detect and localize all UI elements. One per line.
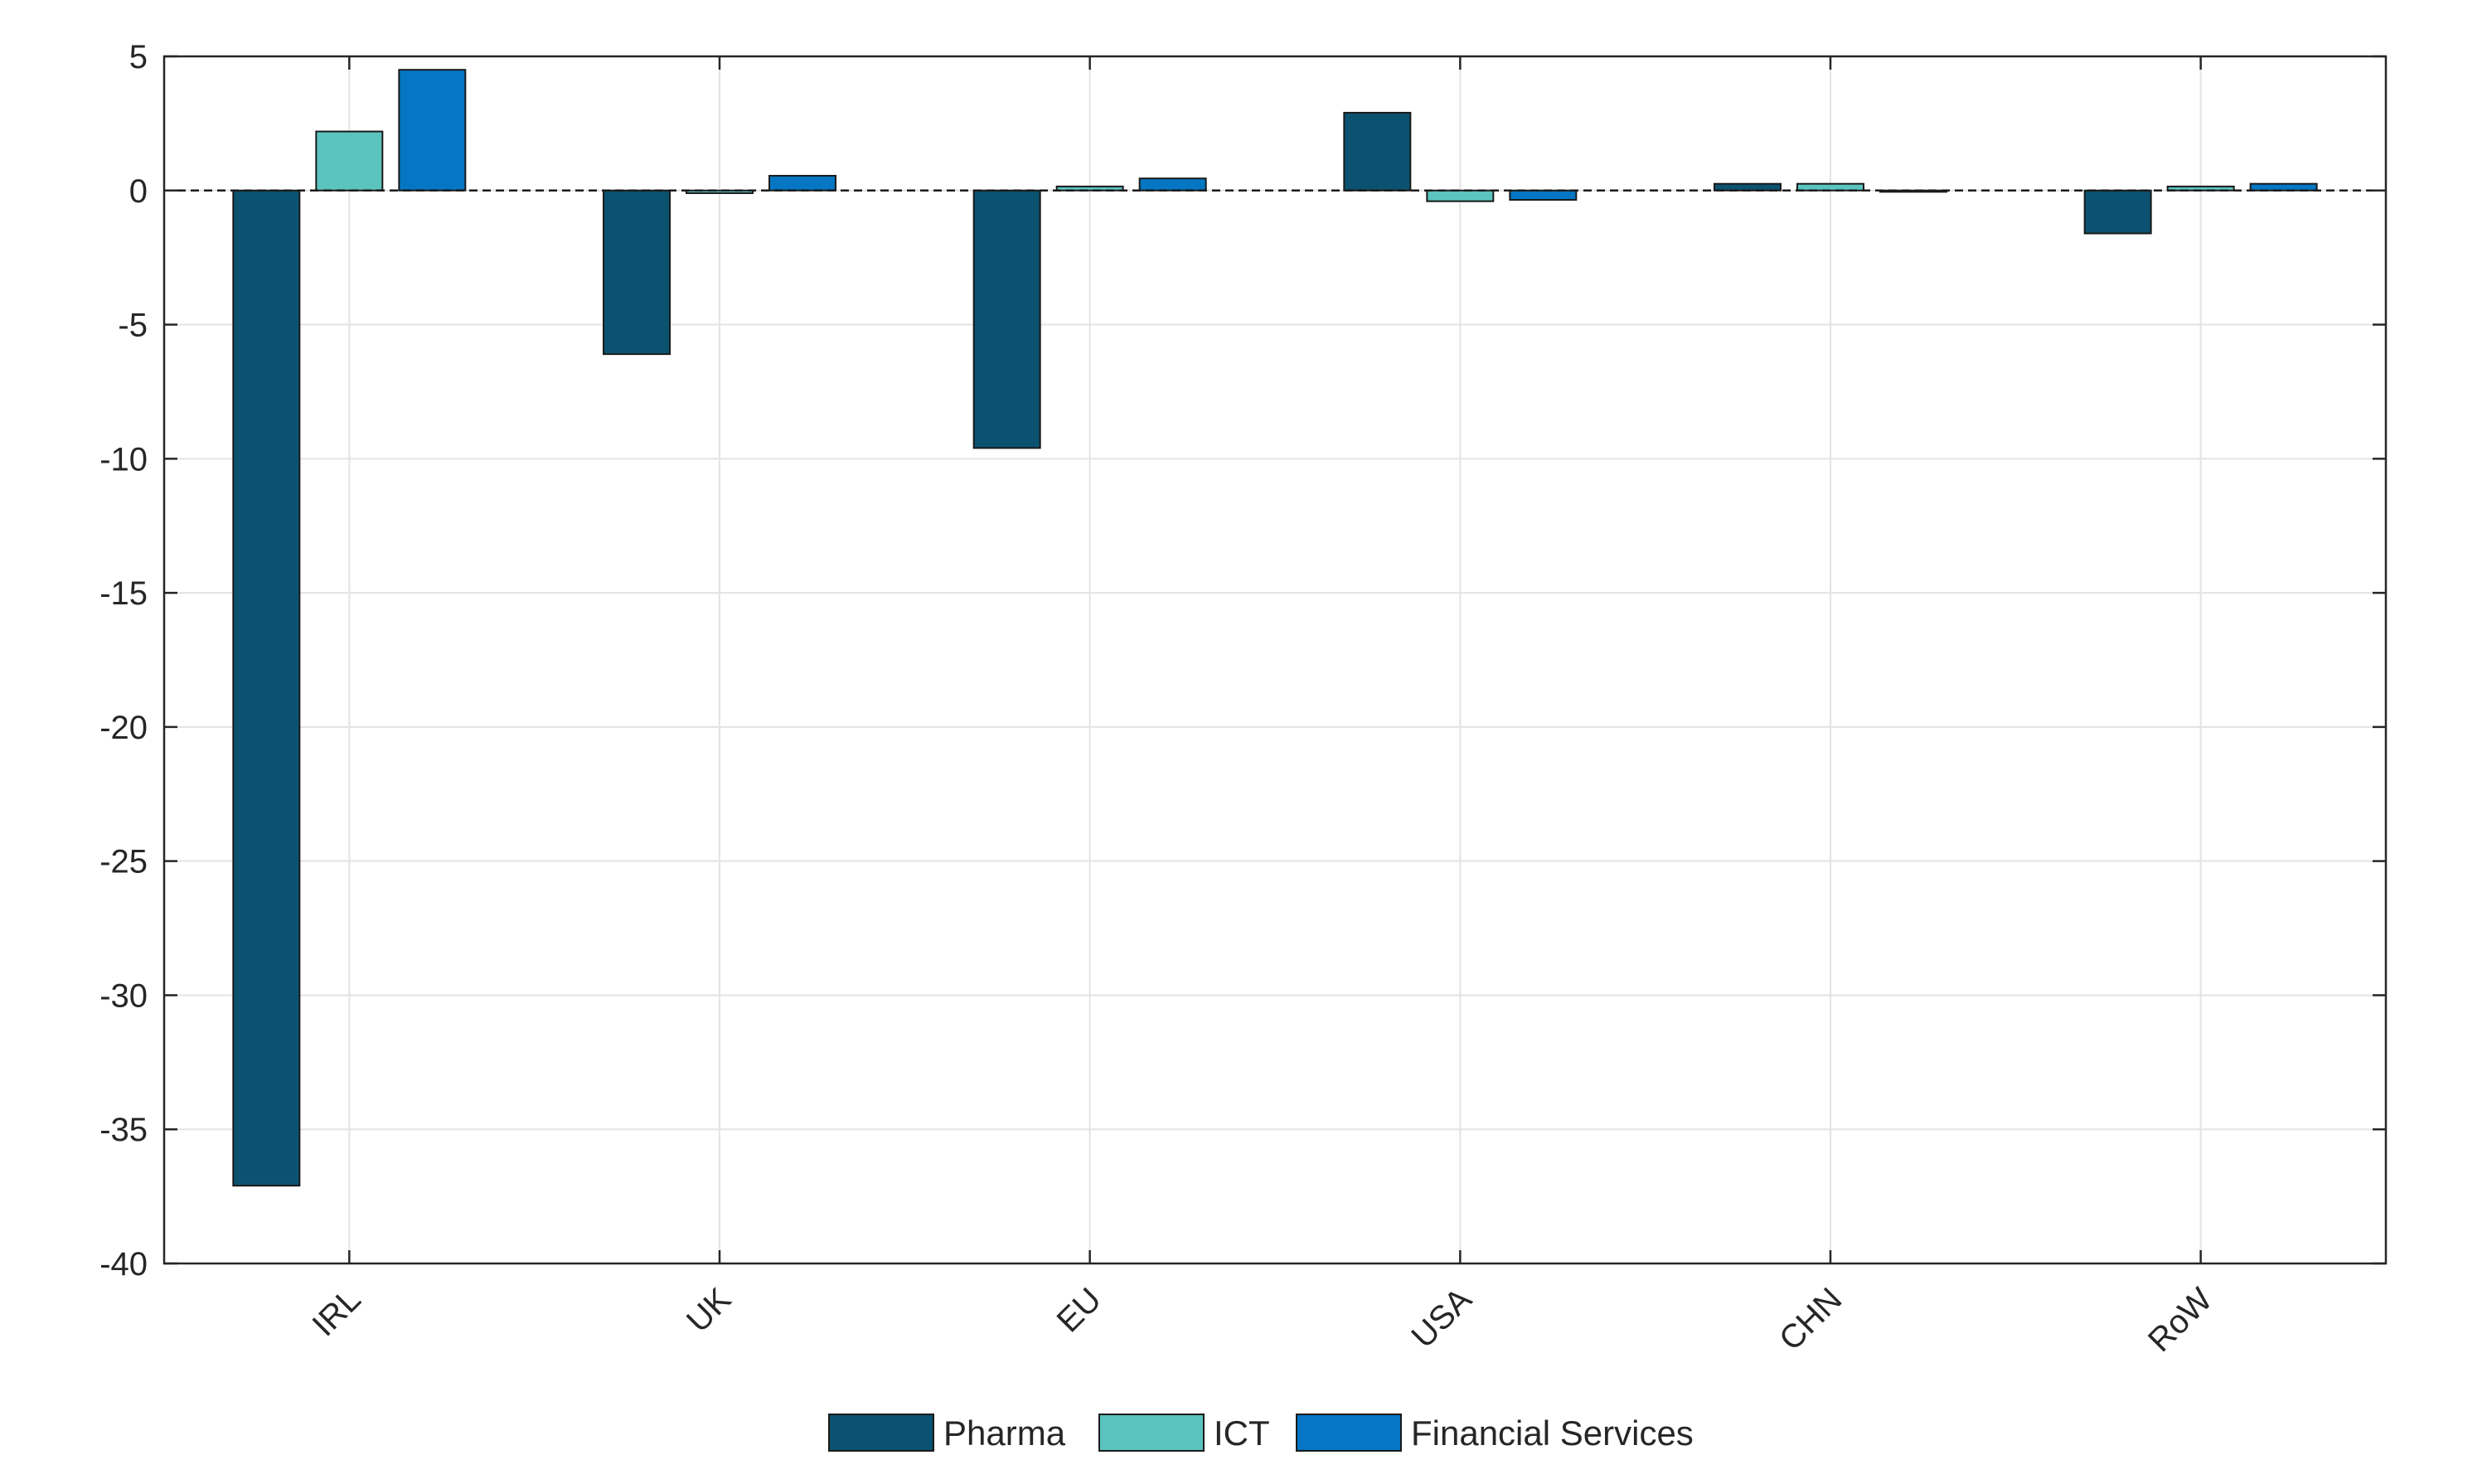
y-tick-label: 5 xyxy=(129,39,148,75)
legend-swatch-financial-services xyxy=(1296,1414,1402,1452)
bar-financial-services-uk xyxy=(768,174,836,192)
bar-ict-irl xyxy=(315,130,384,192)
y-tick-label: -35 xyxy=(99,1112,148,1148)
bar-financial-services-usa xyxy=(1509,189,1578,201)
y-tick-label: -15 xyxy=(99,575,148,612)
legend-swatch-pharma xyxy=(828,1414,934,1452)
x-tick-label-eu: EU xyxy=(1050,1281,1108,1339)
bar-ict-usa xyxy=(1426,189,1495,202)
y-axis-ticks: 5 0 -5 -10 -15 -20 -25 -30 -35 -40 xyxy=(99,39,2386,1283)
legend-label-financial-services: Financial Services xyxy=(1411,1414,1694,1452)
x-tick-label-irl: IRL xyxy=(306,1281,368,1343)
bar-financial-services-row xyxy=(2249,182,2318,192)
x-tick-label-usa: USA xyxy=(1404,1281,1478,1355)
x-tick-label-uk: UK xyxy=(680,1281,739,1340)
y-tick-label: -30 xyxy=(99,977,148,1014)
y-tick-label: -25 xyxy=(99,844,148,880)
x-tick-label-row: RoW xyxy=(2141,1281,2219,1359)
y-tick-label: -40 xyxy=(99,1246,148,1283)
y-tick-label: -10 xyxy=(99,441,148,478)
bar-pharma-eu xyxy=(972,189,1041,449)
bar-financial-services-irl xyxy=(398,69,467,192)
bar-ict-uk xyxy=(686,189,754,195)
bars xyxy=(232,69,2318,1187)
bar-financial-services-eu xyxy=(1138,177,1207,192)
bar-pharma-usa xyxy=(1343,111,1412,192)
bar-pharma-irl xyxy=(232,189,301,1187)
legend-label-ict: ICT xyxy=(1214,1414,1270,1452)
legend: Pharma ICT Financial Services xyxy=(828,1414,1694,1452)
x-tick-label-chn: CHN xyxy=(1772,1281,1849,1357)
y-tick-label: -5 xyxy=(118,308,148,344)
bar-pharma-uk xyxy=(603,189,671,356)
plot-frame xyxy=(162,55,2388,1265)
y-tick-label: 0 xyxy=(129,173,148,210)
legend-label-pharma: Pharma xyxy=(943,1414,1066,1452)
y-tick-label: -20 xyxy=(99,710,148,746)
axes xyxy=(162,55,2388,1265)
bar-ict-eu xyxy=(1055,185,1124,192)
grid-lines xyxy=(164,56,2386,1264)
legend-swatch-ict xyxy=(1098,1414,1205,1452)
bar-pharma-row xyxy=(2083,189,2152,235)
x-axis-ticks: IRL UK EU USA CHN RoW xyxy=(306,56,2219,1359)
